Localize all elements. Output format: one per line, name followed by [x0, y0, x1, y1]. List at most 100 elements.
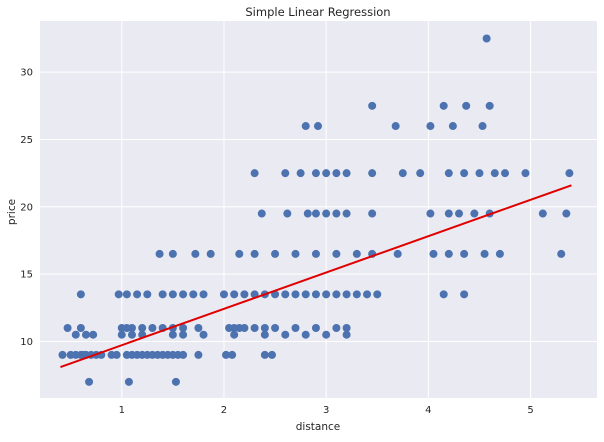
- data-point: [322, 209, 331, 218]
- data-point: [455, 209, 464, 218]
- data-point: [368, 169, 377, 178]
- data-point: [429, 249, 438, 258]
- data-point: [291, 323, 300, 332]
- data-point: [363, 290, 372, 299]
- data-point: [393, 249, 402, 258]
- data-point: [171, 377, 180, 386]
- data-point: [260, 323, 269, 332]
- data-point: [416, 169, 425, 178]
- data-point: [138, 323, 147, 332]
- data-point: [271, 249, 280, 258]
- regression-line-layer: [60, 184, 572, 368]
- data-point: [352, 290, 361, 299]
- data-point: [76, 323, 85, 332]
- data-point: [462, 101, 471, 110]
- data-point: [391, 122, 400, 131]
- data-point: [168, 290, 177, 299]
- data-point: [58, 350, 67, 359]
- data-point: [557, 249, 566, 258]
- data-point: [296, 169, 305, 178]
- data-point: [179, 290, 188, 299]
- data-point: [332, 249, 341, 258]
- data-point: [194, 350, 203, 359]
- data-point: [342, 209, 351, 218]
- data-point: [127, 330, 136, 339]
- data-point: [470, 209, 479, 218]
- data-point: [117, 330, 126, 339]
- y-tick-label: 25: [20, 135, 33, 146]
- data-point: [562, 209, 571, 218]
- data-point: [565, 169, 574, 178]
- data-point: [199, 330, 208, 339]
- data-point: [521, 169, 530, 178]
- data-point: [398, 169, 407, 178]
- data-point: [71, 330, 80, 339]
- x-tick-label: 2: [221, 405, 227, 416]
- data-point: [250, 323, 259, 332]
- x-axis-label: distance: [296, 421, 341, 433]
- data-point: [112, 350, 121, 359]
- data-point: [301, 290, 310, 299]
- data-point: [122, 290, 131, 299]
- data-point: [250, 249, 259, 258]
- data-point: [191, 249, 200, 258]
- data-point: [480, 249, 489, 258]
- data-point: [368, 101, 377, 110]
- data-point: [291, 249, 300, 258]
- data-point: [228, 350, 237, 359]
- y-tick-label: 15: [20, 270, 33, 281]
- y-tick-label: 30: [20, 68, 33, 79]
- data-point: [260, 330, 269, 339]
- data-point: [475, 169, 484, 178]
- data-point: [444, 249, 453, 258]
- data-point: [250, 169, 259, 178]
- data-point: [240, 290, 249, 299]
- data-point: [257, 209, 266, 218]
- data-point: [222, 350, 231, 359]
- data-point: [189, 290, 198, 299]
- data-point: [271, 323, 280, 332]
- data-point: [444, 209, 453, 218]
- data-point: [311, 290, 320, 299]
- data-point: [311, 209, 320, 218]
- data-point: [439, 101, 448, 110]
- x-tick-label: 3: [323, 405, 329, 416]
- y-axis-label: price: [6, 199, 18, 225]
- data-point: [485, 101, 494, 110]
- data-point: [460, 249, 469, 258]
- data-point: [501, 169, 510, 178]
- data-point: [342, 290, 351, 299]
- data-point: [495, 249, 504, 258]
- data-point: [342, 330, 351, 339]
- data-point: [322, 169, 331, 178]
- data-point: [230, 290, 239, 299]
- data-point: [311, 323, 320, 332]
- regression-line: [60, 184, 572, 368]
- data-point: [219, 290, 228, 299]
- data-point: [373, 290, 382, 299]
- data-point: [322, 290, 331, 299]
- data-point: [281, 290, 290, 299]
- data-point: [199, 290, 208, 299]
- chart-title: Simple Linear Regression: [245, 5, 390, 19]
- data-point: [311, 249, 320, 258]
- data-point: [444, 169, 453, 178]
- data-point: [168, 249, 177, 258]
- data-point: [301, 122, 310, 131]
- data-point: [342, 169, 351, 178]
- data-point: [332, 290, 341, 299]
- data-point: [85, 377, 94, 386]
- data-point: [482, 34, 491, 43]
- data-point: [267, 350, 276, 359]
- data-point: [332, 169, 341, 178]
- data-point: [311, 169, 320, 178]
- data-point: [133, 290, 142, 299]
- y-axis-ticks: 10 15 20 25 30: [20, 68, 33, 348]
- y-tick-label: 20: [20, 202, 33, 213]
- data-point: [63, 323, 72, 332]
- data-point: [368, 209, 377, 218]
- data-point: [439, 290, 448, 299]
- data-point: [230, 330, 239, 339]
